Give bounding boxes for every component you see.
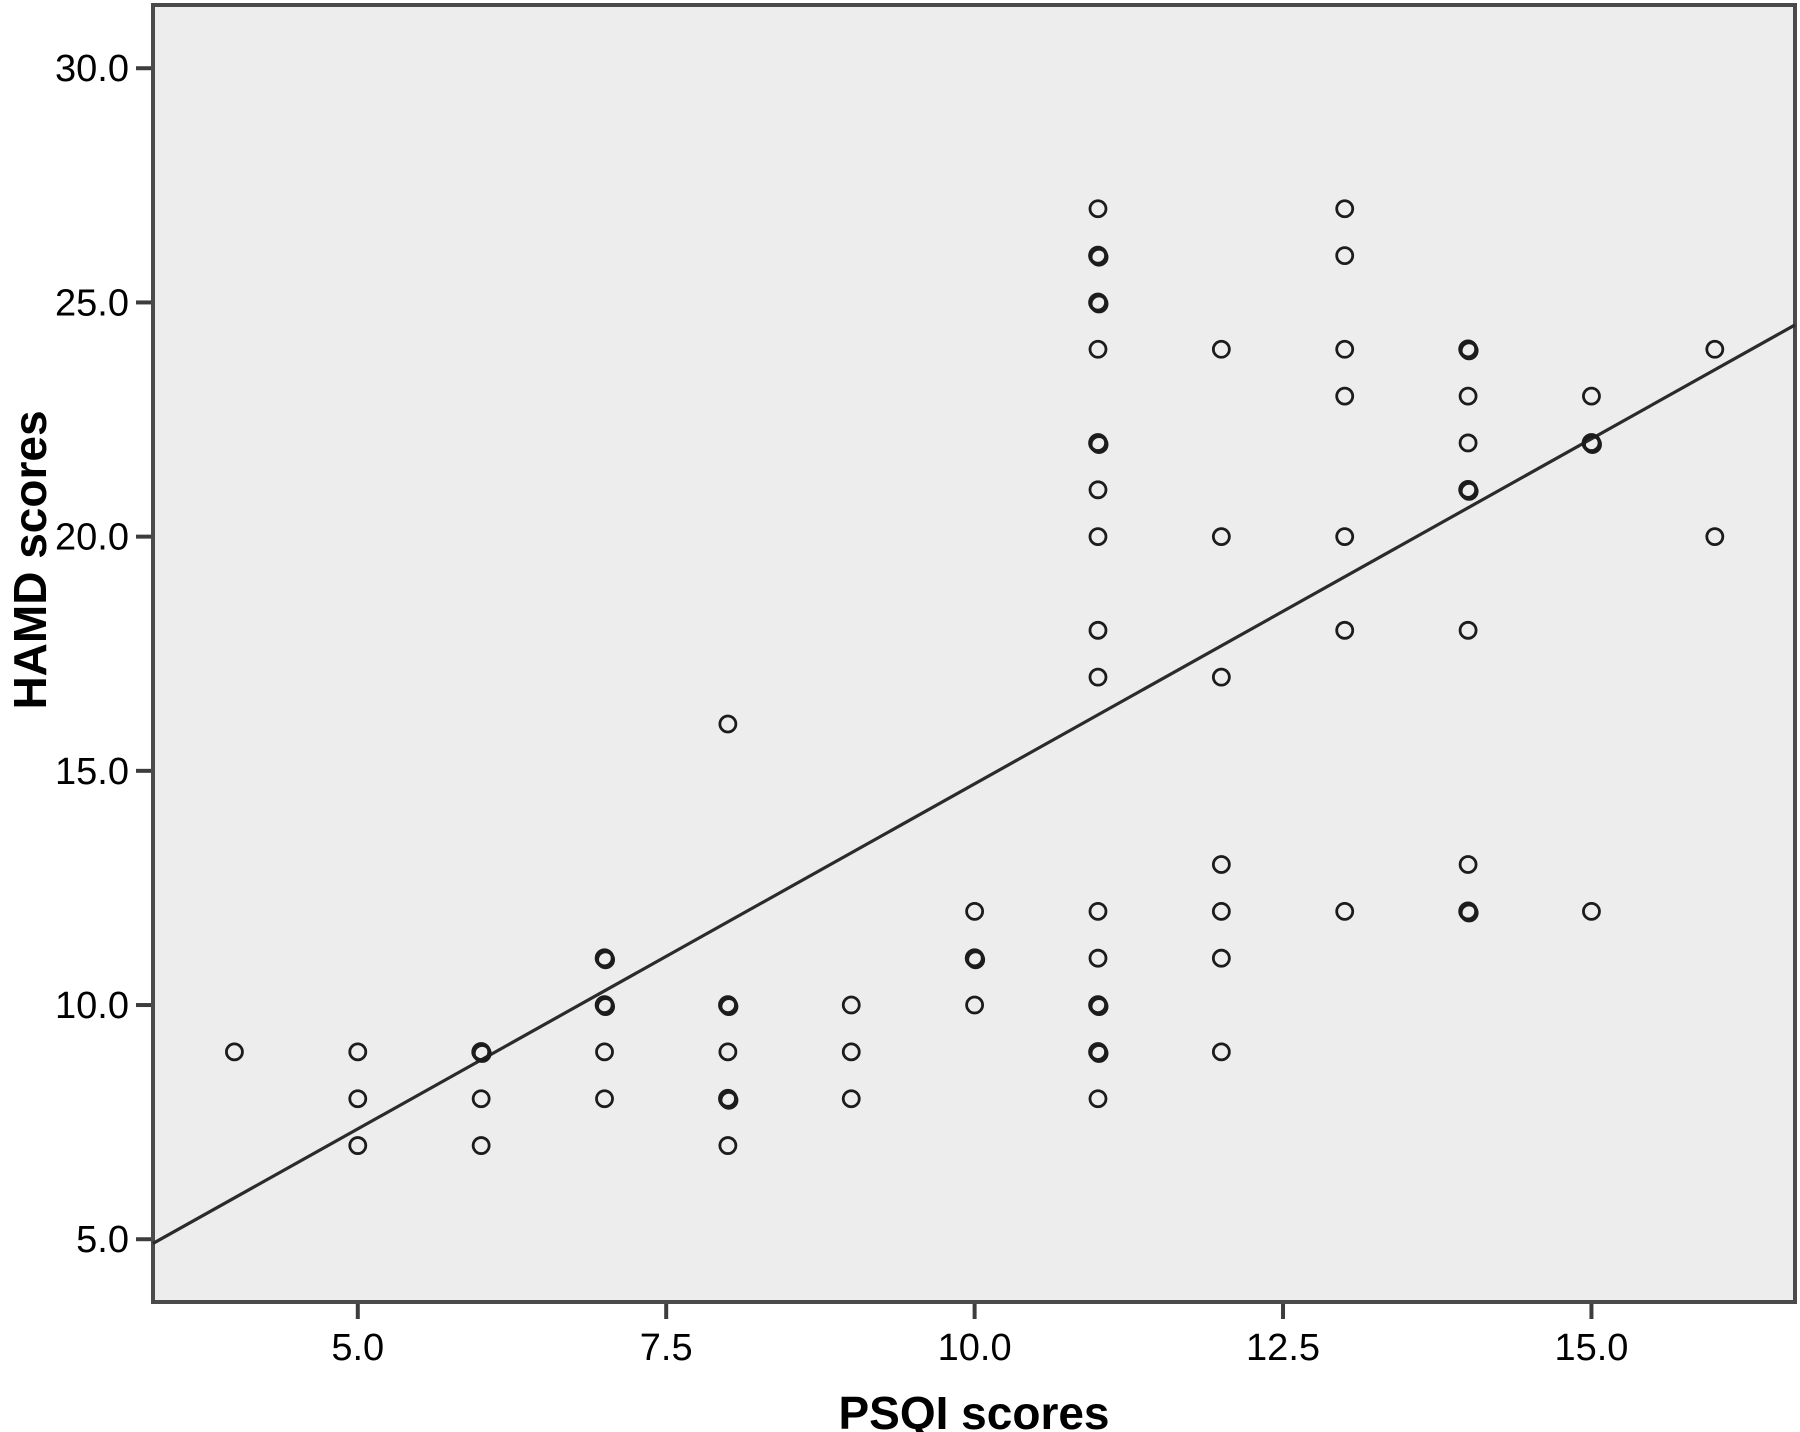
data-point bbox=[1335, 339, 1355, 359]
x-tick-label: 5.0 bbox=[331, 1327, 384, 1369]
data-point bbox=[1088, 948, 1108, 968]
data-point bbox=[1458, 855, 1478, 874]
y-tick-label: 5.0 bbox=[76, 1219, 129, 1261]
data-point-double bbox=[1458, 339, 1478, 360]
data-point-double bbox=[964, 948, 985, 968]
data-point bbox=[1705, 527, 1725, 547]
data-point bbox=[595, 1089, 614, 1109]
data-point bbox=[348, 1136, 368, 1155]
data-point bbox=[1211, 1042, 1231, 1062]
data-point bbox=[348, 1042, 368, 1062]
data-point bbox=[471, 1136, 491, 1155]
y-tick-label: 30.0 bbox=[55, 48, 129, 90]
data-point bbox=[1088, 527, 1108, 547]
data-point-double bbox=[1088, 433, 1108, 453]
data-point bbox=[1582, 386, 1601, 406]
data-point bbox=[1088, 620, 1108, 640]
data-point bbox=[1458, 620, 1478, 640]
data-point-double bbox=[1458, 479, 1478, 500]
data-point bbox=[1211, 901, 1231, 921]
data-point bbox=[718, 1042, 738, 1062]
y-tick-label: 20.0 bbox=[55, 517, 129, 559]
y-axis-title: HAMD scores bbox=[4, 410, 56, 710]
x-tick-label: 12.5 bbox=[1246, 1327, 1320, 1369]
data-point bbox=[1088, 901, 1108, 921]
data-point bbox=[1211, 948, 1231, 968]
data-point-double bbox=[1581, 433, 1602, 453]
data-point bbox=[1088, 199, 1108, 219]
data-point bbox=[1088, 1089, 1108, 1109]
y-tick-label: 25.0 bbox=[55, 282, 129, 324]
data-point bbox=[965, 995, 985, 1015]
data-point bbox=[1211, 855, 1231, 874]
data-point bbox=[1582, 901, 1601, 921]
data-point bbox=[225, 1042, 244, 1062]
y-tick-label: 10.0 bbox=[55, 985, 129, 1027]
data-point bbox=[841, 1089, 861, 1109]
data-point bbox=[1088, 339, 1108, 359]
data-point bbox=[841, 1042, 861, 1062]
data-point bbox=[1335, 246, 1355, 265]
data-point bbox=[1458, 433, 1478, 453]
data-point-double bbox=[594, 948, 615, 968]
data-point bbox=[718, 1136, 738, 1155]
data-point bbox=[1335, 386, 1355, 406]
data-point bbox=[471, 1089, 491, 1109]
data-point bbox=[1211, 527, 1231, 547]
data-point-double bbox=[1088, 292, 1108, 313]
data-point-double bbox=[1088, 245, 1108, 266]
data-point-double bbox=[471, 1042, 491, 1062]
data-point-double bbox=[1088, 995, 1108, 1015]
data-point-double bbox=[718, 995, 738, 1015]
data-point bbox=[595, 1042, 614, 1062]
data-point bbox=[718, 714, 738, 734]
data-point bbox=[1335, 199, 1355, 219]
data-point bbox=[1088, 667, 1108, 687]
data-point-double bbox=[1088, 1042, 1108, 1062]
data-point bbox=[348, 1089, 368, 1109]
data-point bbox=[1335, 527, 1355, 547]
x-tick-label: 15.0 bbox=[1554, 1327, 1628, 1369]
data-point-double bbox=[718, 1088, 738, 1109]
x-axis-title: PSQI scores bbox=[838, 1387, 1110, 1432]
data-point bbox=[1211, 667, 1231, 687]
x-tick-label: 10.0 bbox=[938, 1327, 1012, 1369]
data-point-double bbox=[594, 995, 615, 1015]
y-tick-label: 15.0 bbox=[55, 751, 129, 793]
data-point bbox=[1211, 339, 1231, 359]
plot-background bbox=[151, 3, 1797, 1304]
data-point bbox=[1705, 339, 1725, 359]
data-point bbox=[1088, 480, 1108, 500]
trend-line bbox=[152, 323, 1796, 1245]
data-point bbox=[1458, 386, 1478, 406]
data-point bbox=[1335, 620, 1355, 640]
x-tick-label: 7.5 bbox=[640, 1327, 693, 1369]
data-point bbox=[965, 901, 985, 921]
data-point bbox=[1335, 901, 1355, 921]
data-point-double bbox=[1458, 901, 1478, 922]
data-point bbox=[841, 995, 861, 1015]
